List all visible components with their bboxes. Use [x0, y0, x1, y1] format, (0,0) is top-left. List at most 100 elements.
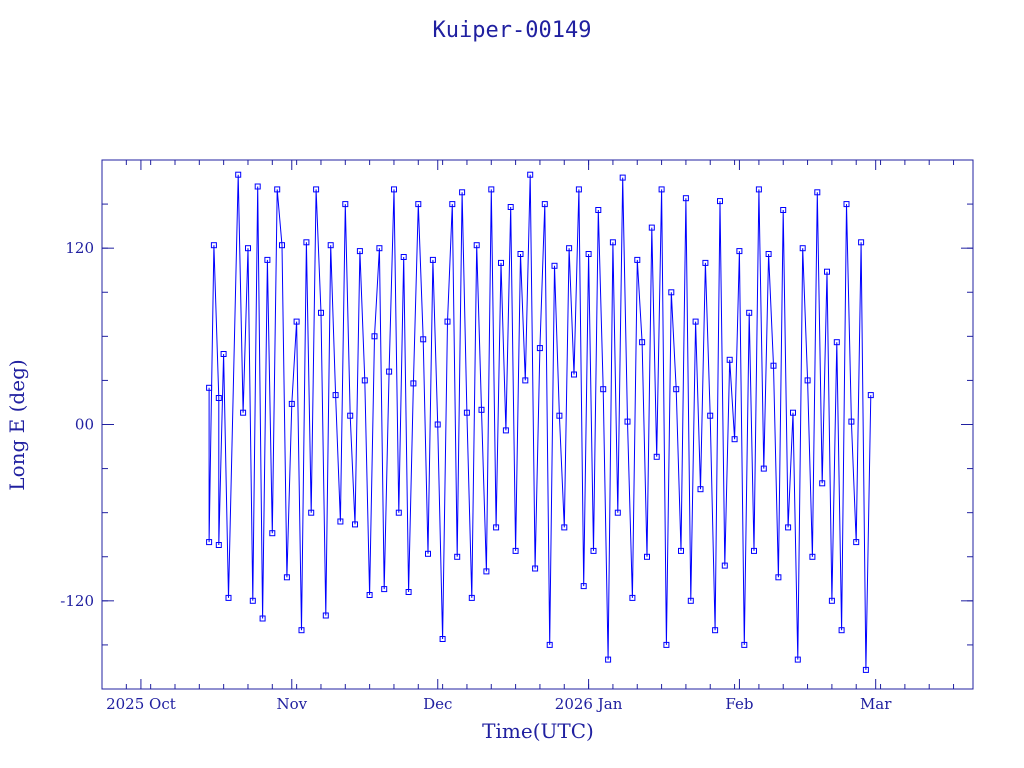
data-point [731, 436, 738, 443]
data-point [634, 256, 641, 263]
data-point [595, 207, 602, 213]
data-point [648, 224, 655, 231]
data-point [692, 318, 699, 325]
data-point [288, 400, 295, 407]
data-point [624, 418, 631, 425]
data-point [386, 368, 393, 375]
data-point [371, 333, 378, 340]
data-point [449, 201, 456, 208]
data-point [663, 641, 670, 648]
data-point [322, 612, 329, 619]
y-tick-label: -120 [60, 592, 94, 610]
data-point [473, 242, 480, 249]
data-point [356, 248, 363, 255]
data-point [274, 186, 281, 193]
data-point [843, 201, 850, 208]
data-point [405, 589, 412, 595]
data-point [400, 254, 407, 260]
data-point [425, 550, 431, 557]
data-point [206, 539, 213, 546]
data-point [215, 542, 222, 548]
data-point [712, 627, 719, 634]
data-point [644, 553, 650, 560]
data-point [361, 377, 368, 384]
data-point [858, 239, 865, 246]
data-point [585, 251, 592, 257]
data-point [254, 183, 261, 190]
data-point [376, 245, 383, 252]
data-point [541, 201, 548, 208]
data-point [352, 521, 358, 528]
data-point [605, 656, 612, 663]
data-point [809, 553, 816, 560]
x-tick-label: Nov [276, 695, 307, 713]
data-point [687, 597, 694, 604]
data-point [507, 204, 514, 210]
data-point [342, 201, 349, 208]
data-point [391, 186, 397, 193]
x-tick-label: Mar [860, 695, 892, 713]
data-point [629, 594, 636, 601]
data-point [862, 666, 869, 673]
y-axis-label: Long E (deg) [5, 359, 29, 490]
data-point [493, 524, 500, 531]
data-point [673, 386, 680, 393]
x-axis: 2025 Oct Nov Dec 2026 Jan Feb Mar [101, 160, 955, 713]
data-point [775, 574, 782, 581]
data-point [327, 242, 334, 249]
data-point [240, 409, 247, 416]
data-point [313, 186, 320, 193]
data-point [420, 336, 427, 343]
data-point [459, 189, 466, 196]
x-tick-label: 2025 Oct [106, 695, 176, 713]
data-point [760, 465, 767, 472]
data-point [600, 386, 607, 393]
data-point [522, 377, 529, 384]
data-point [678, 547, 684, 554]
data-point [614, 509, 621, 516]
data-point [308, 509, 315, 516]
data-point [318, 309, 324, 316]
y-tick-label: 00 [75, 416, 94, 434]
data-point [434, 421, 441, 428]
data-markers [206, 171, 874, 673]
data-point [410, 380, 417, 387]
data-point [293, 318, 300, 325]
data-point [429, 256, 436, 263]
data-point [575, 186, 582, 193]
data-point [332, 392, 339, 399]
data-point [814, 189, 821, 196]
data-point [245, 245, 251, 252]
data-point [838, 627, 845, 634]
data-point [415, 201, 422, 208]
chart-title: Kuiper-00149 [433, 18, 592, 43]
data-point [824, 268, 830, 275]
data-point [283, 574, 290, 581]
data-point [702, 259, 709, 266]
data-point [439, 636, 446, 642]
data-point [225, 594, 232, 601]
data-point [512, 547, 519, 554]
data-point [347, 412, 354, 419]
data-point [279, 242, 285, 249]
data-point [619, 174, 626, 181]
data-point [590, 547, 597, 554]
data-point [653, 453, 660, 460]
data-point [556, 412, 563, 419]
data-point [444, 318, 451, 325]
data-point [639, 339, 646, 346]
data-point [746, 309, 753, 316]
data-point [785, 524, 792, 531]
data-point [532, 565, 539, 572]
data-point [220, 351, 227, 357]
data-point [536, 345, 543, 352]
data-point [468, 594, 475, 601]
data-point [561, 524, 568, 531]
data-point [571, 371, 577, 378]
data-point [780, 207, 787, 213]
data-point [580, 583, 587, 590]
data-point [741, 641, 748, 648]
data-point [609, 239, 616, 246]
data-point [215, 395, 222, 401]
data-point [381, 586, 388, 593]
